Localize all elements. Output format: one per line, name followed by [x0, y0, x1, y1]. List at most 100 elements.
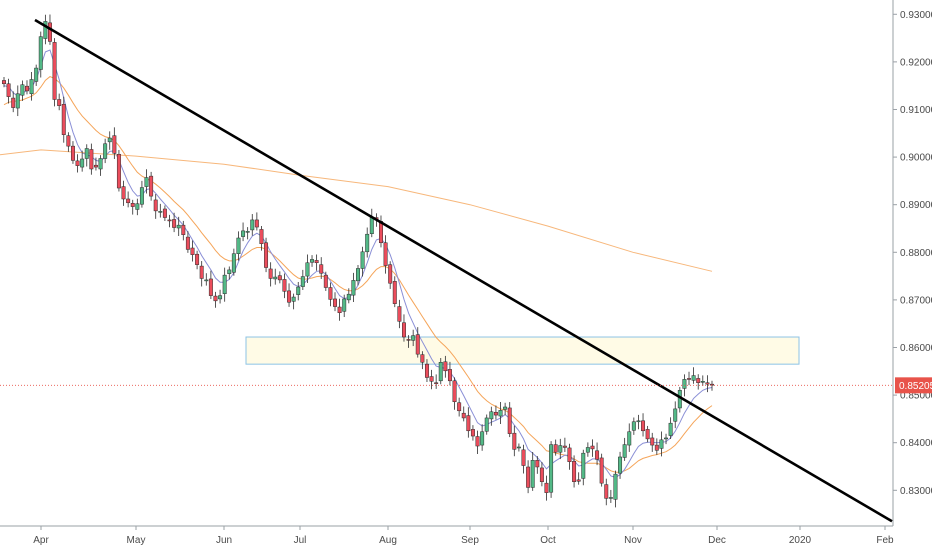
candle-down: [314, 260, 319, 264]
moving-average-slow: [0, 149, 713, 272]
candle-down: [213, 295, 218, 302]
candle-up: [250, 219, 255, 231]
candle-up: [231, 253, 236, 273]
candle-up: [351, 280, 356, 296]
candle-up: [84, 148, 89, 159]
candle-down: [153, 199, 158, 212]
candle-down: [93, 164, 98, 168]
candle-down: [25, 85, 29, 92]
candle-down: [388, 264, 393, 284]
candle-up: [659, 439, 664, 449]
candle-up: [135, 203, 140, 210]
candle-up: [20, 84, 25, 96]
candle-up: [176, 224, 181, 229]
candle-down: [89, 149, 94, 170]
candle-down: [526, 466, 531, 488]
x-tick-label: Jul: [294, 535, 307, 546]
candle-down: [539, 467, 544, 482]
candle-down: [328, 287, 333, 300]
candle-up: [503, 406, 508, 410]
x-tick-label: Jun: [216, 535, 232, 546]
candle-up: [38, 36, 43, 70]
candle-down: [57, 99, 62, 106]
candle-up: [489, 411, 494, 420]
candle-up: [241, 230, 246, 237]
candle-down: [52, 42, 57, 100]
candle-up: [34, 67, 39, 82]
x-tick-label: Oct: [540, 535, 556, 546]
candle-up: [411, 335, 416, 341]
candle-up: [530, 460, 535, 488]
candle-down: [185, 236, 190, 250]
x-tick-label: Nov: [624, 535, 642, 546]
candle-down: [424, 363, 429, 378]
candle-up: [107, 137, 112, 143]
candle-down: [268, 268, 273, 279]
candle-down: [112, 135, 117, 154]
candle-down: [75, 160, 80, 166]
candle-down: [199, 265, 204, 279]
candle-down: [6, 83, 11, 97]
candle-up: [438, 361, 443, 382]
candle-down: [319, 264, 324, 274]
candle-up: [618, 456, 623, 474]
candle-up: [673, 408, 678, 422]
candle-up: [158, 211, 163, 213]
candle-down: [337, 306, 342, 313]
candle-up: [273, 276, 278, 280]
candle-down: [287, 290, 292, 303]
candle-up: [484, 417, 489, 432]
candle-down: [576, 479, 581, 482]
candle-down: [493, 411, 498, 416]
candle-down: [66, 135, 71, 147]
candle-up: [346, 293, 351, 301]
candle-down: [420, 354, 425, 363]
candle-up: [204, 279, 209, 282]
x-tick-label: May: [127, 535, 146, 546]
candle-down: [654, 444, 659, 451]
candle-up: [668, 422, 673, 436]
candle-up: [691, 375, 696, 381]
candle-down: [254, 219, 259, 228]
candle-down: [282, 279, 287, 292]
x-tick-label: 2020: [789, 535, 812, 546]
candle-down: [130, 203, 135, 207]
candle-up: [103, 143, 108, 159]
candle-up: [296, 286, 301, 295]
candle-down: [195, 253, 200, 265]
candle-up: [15, 93, 20, 109]
candle-up: [631, 421, 636, 431]
candle-down: [512, 432, 517, 450]
candle-up: [549, 444, 554, 493]
candle-up: [98, 158, 103, 170]
candle-down: [475, 436, 480, 447]
candle-down: [544, 482, 549, 493]
candle-down: [553, 444, 558, 453]
moving-average-layer: [0, 49, 713, 478]
candle-down: [650, 437, 655, 446]
candle-down: [443, 361, 448, 372]
candle-up: [342, 298, 347, 312]
candle-up: [227, 269, 232, 274]
candle-up: [627, 431, 632, 446]
candle-up: [300, 276, 305, 287]
candle-up: [558, 445, 563, 453]
x-tick-label: Sep: [461, 535, 479, 546]
candle-up: [480, 431, 485, 446]
candle-down: [507, 407, 512, 434]
candle-down: [167, 219, 172, 222]
candles-layer: [2, 14, 714, 508]
candle-down: [70, 145, 75, 161]
candle-down: [406, 339, 411, 341]
candle-down: [126, 198, 131, 204]
candle-up: [636, 420, 641, 423]
